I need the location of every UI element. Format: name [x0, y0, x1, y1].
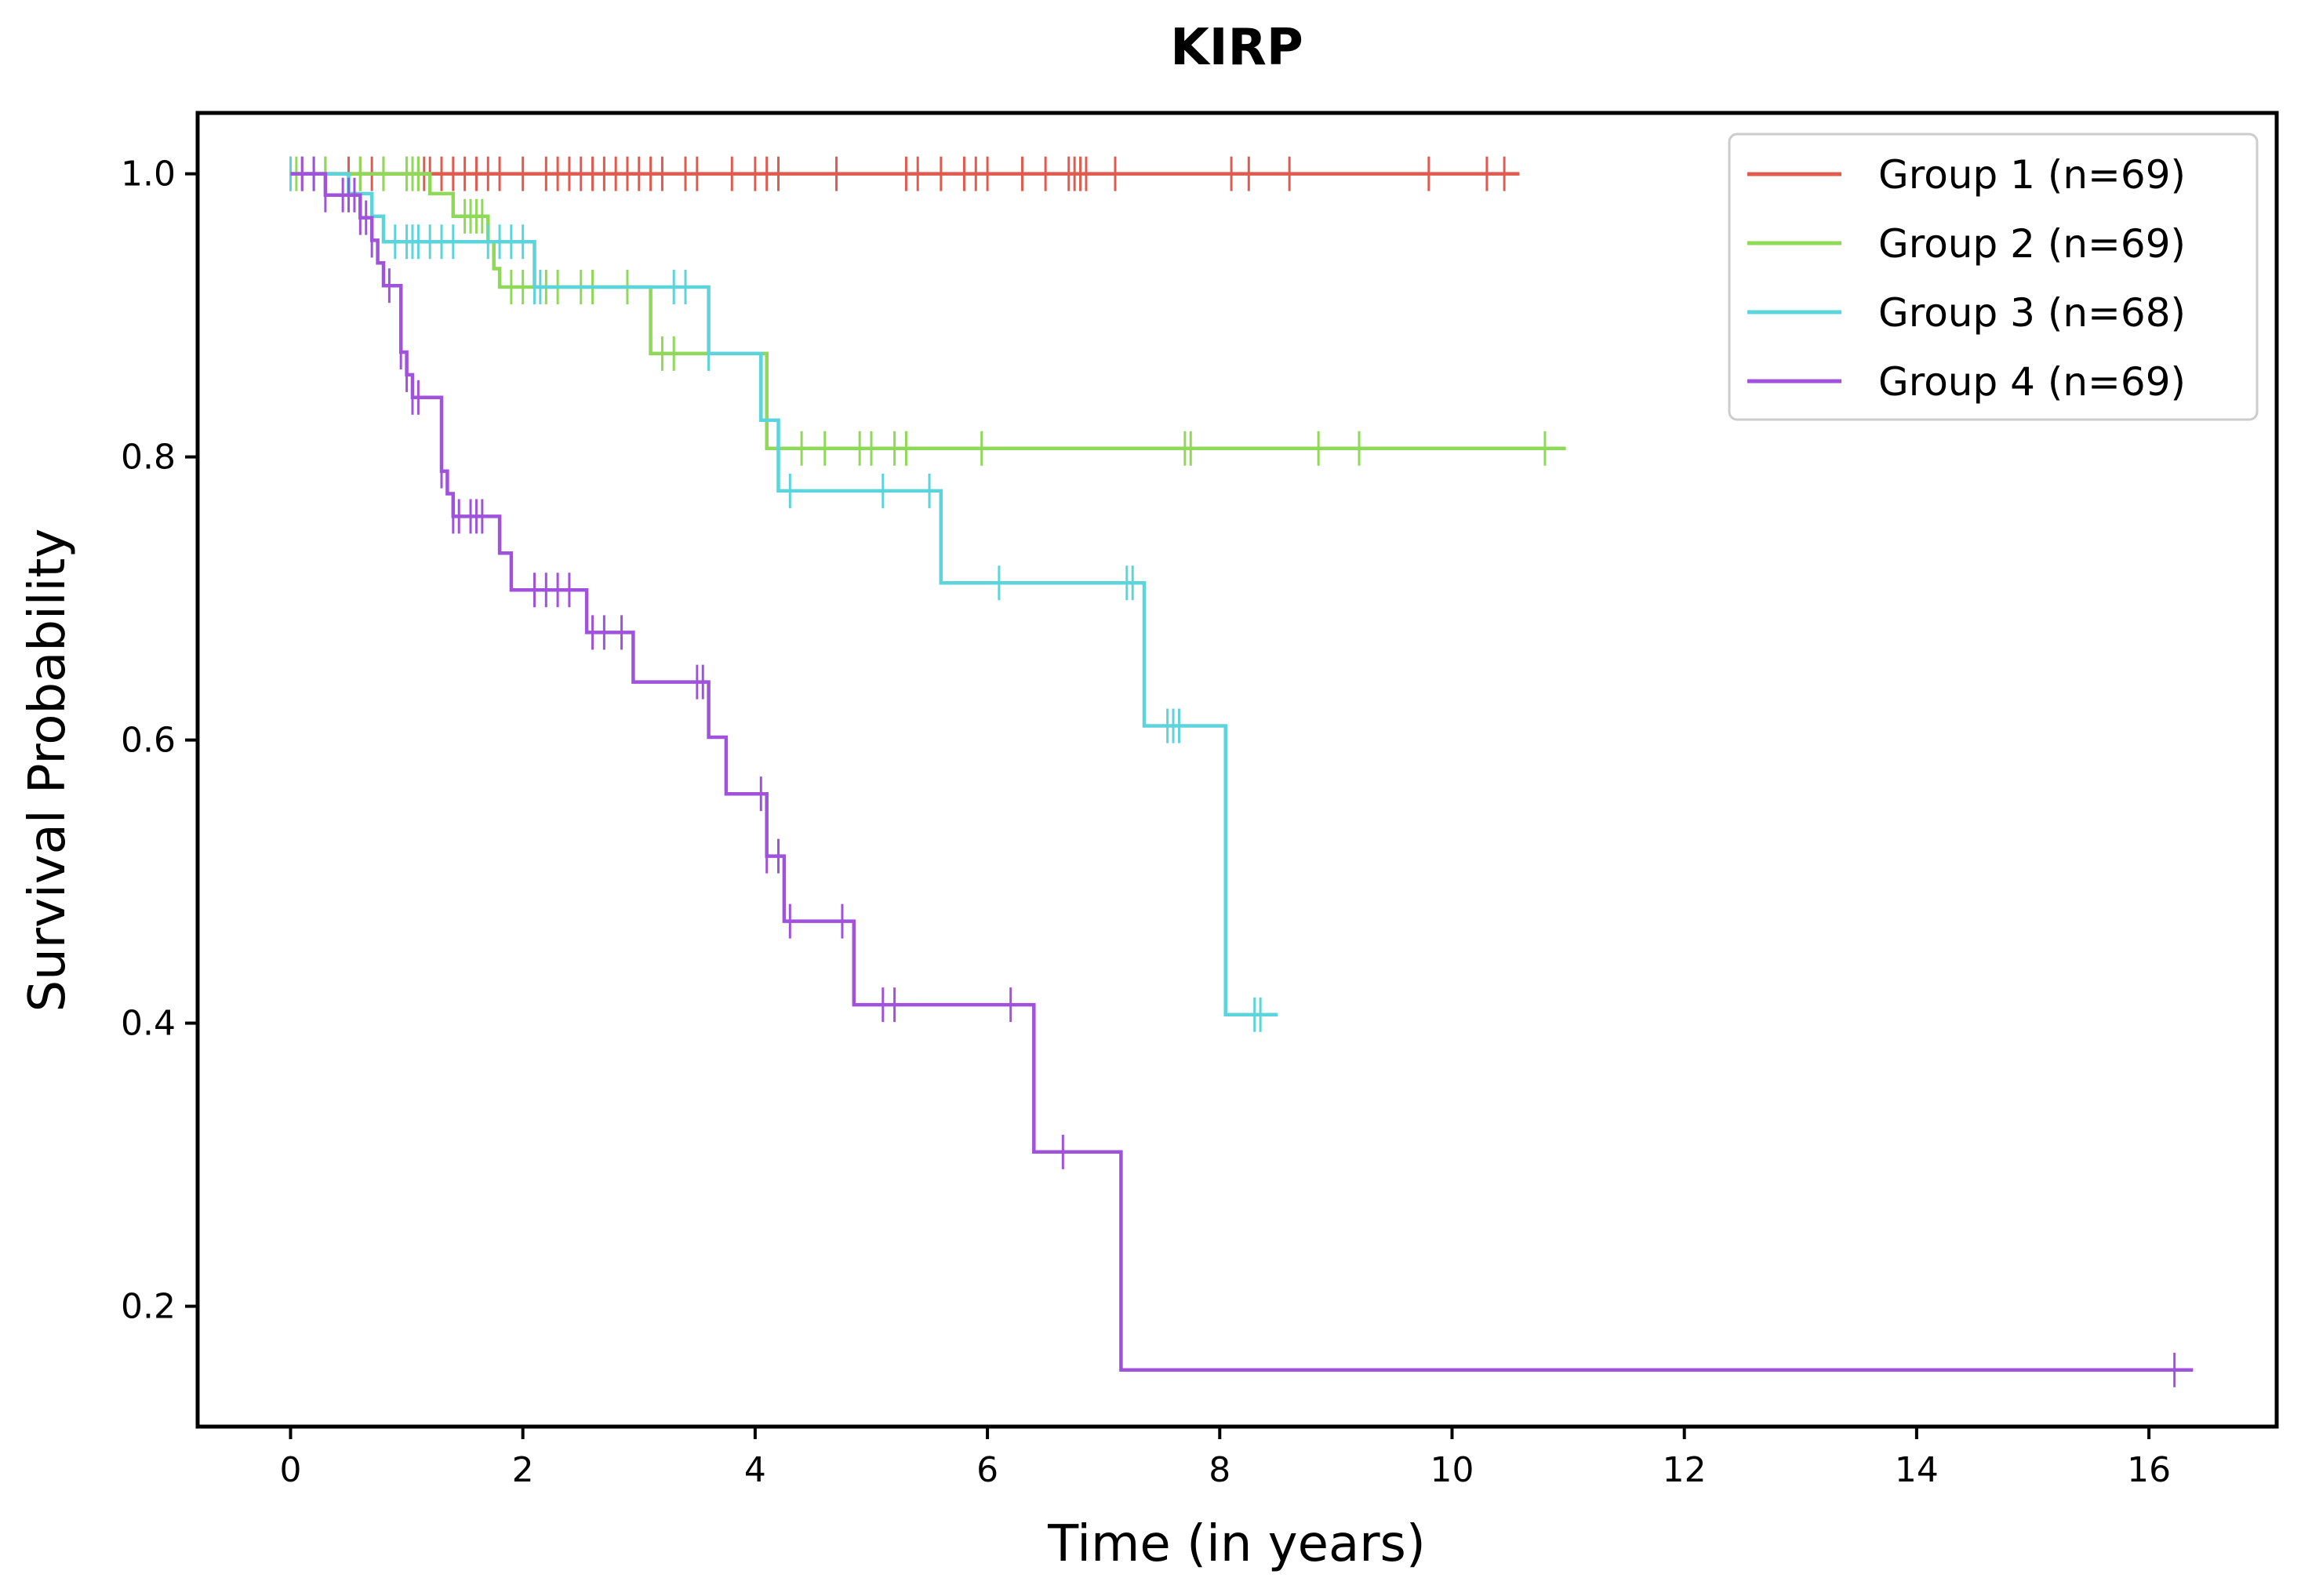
y-tick-label: 0.4 [121, 1004, 176, 1044]
legend-label: Group 4 (n=69) [1878, 359, 2186, 405]
y-axis-ticks: 0.2 0.4 0.6 0.8 1.0 [121, 155, 198, 1327]
series-1 [289, 156, 1520, 191]
x-tick-label: 16 [2127, 1450, 2171, 1490]
series-3 [289, 156, 1278, 1032]
x-tick-label: 10 [1430, 1450, 1474, 1490]
x-axis-label: Time (in years) [1047, 1515, 1426, 1573]
legend-label: Group 1 (n=69) [1878, 152, 2186, 198]
plot-frame [195, 111, 2279, 1429]
legend-frame [1728, 133, 2259, 421]
series-4 [290, 156, 2194, 1387]
series-2 [290, 156, 1566, 466]
series-3-line [290, 172, 1278, 1017]
x-tick-label: 4 [744, 1450, 766, 1490]
y-tick-label: 0.6 [121, 721, 176, 761]
legend: Group 1 (n=69) Group 2 (n=69) Group 3 (n=6… [1728, 133, 2259, 421]
chart-title: KIRP [1170, 19, 1303, 77]
x-tick-label: 2 [512, 1450, 534, 1490]
legend-label: Group 3 (n=68) [1878, 290, 2186, 336]
y-tick-label: 0.8 [121, 438, 176, 478]
x-tick-label: 0 [279, 1450, 301, 1490]
y-tick-label: 1.0 [121, 155, 176, 195]
x-tick-label: 14 [1895, 1450, 1939, 1490]
x-tick-label: 8 [1209, 1450, 1230, 1490]
x-axis-ticks: 0 2 4 6 8 10 12 14 16 [279, 1427, 2171, 1490]
x-tick-label: 6 [976, 1450, 998, 1490]
series-layer [289, 156, 2194, 1387]
y-tick-label: 0.2 [121, 1287, 176, 1327]
legend-label: Group 2 (n=69) [1878, 221, 2186, 267]
x-tick-label: 12 [1663, 1450, 1707, 1490]
y-axis-label: Survival Probability [19, 529, 77, 1012]
